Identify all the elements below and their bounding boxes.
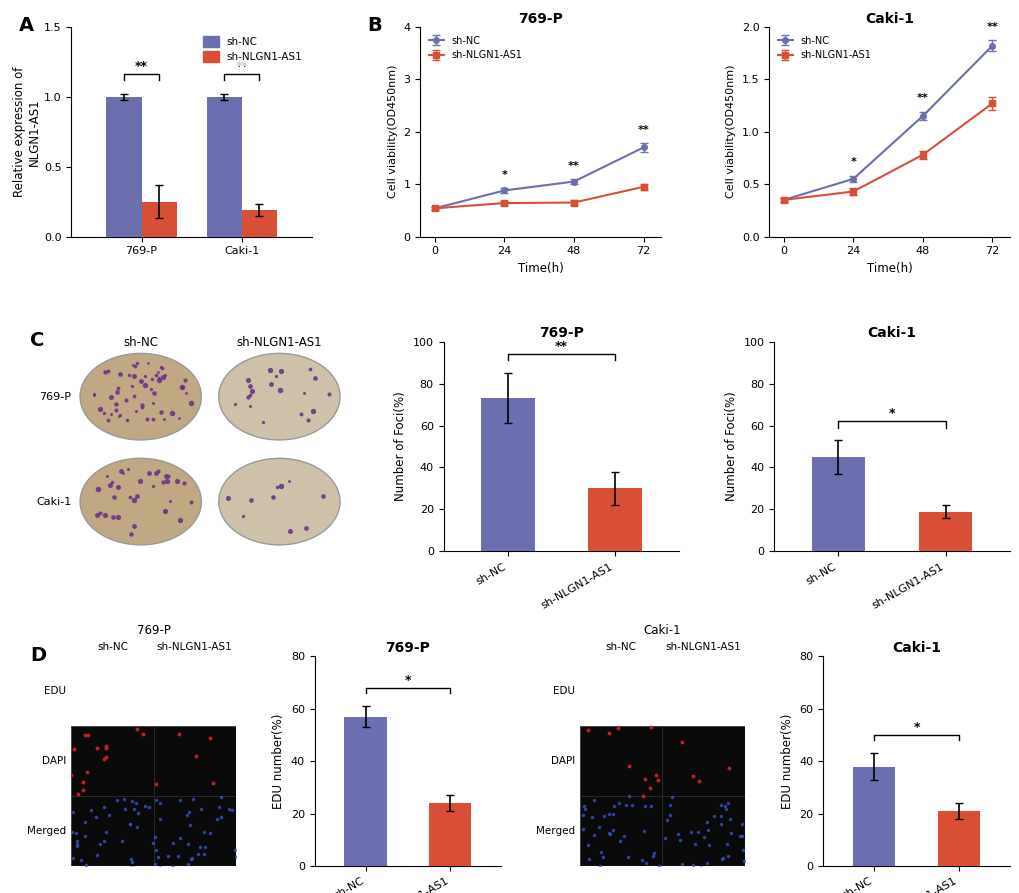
Title: Caki-1: Caki-1 xyxy=(866,327,915,340)
Bar xyxy=(588,488,641,551)
Bar xyxy=(936,811,979,866)
Bar xyxy=(580,726,661,797)
Y-axis label: EDU number(%): EDU number(%) xyxy=(781,714,793,809)
Text: *: * xyxy=(501,170,506,180)
Y-axis label: EDU number(%): EDU number(%) xyxy=(272,714,285,809)
Text: **: ** xyxy=(235,60,248,73)
Text: C: C xyxy=(30,331,44,350)
Y-axis label: Number of Foci(%): Number of Foci(%) xyxy=(394,392,407,501)
Text: *: * xyxy=(888,407,895,421)
Text: *: * xyxy=(850,157,855,167)
Bar xyxy=(142,202,176,237)
Bar xyxy=(154,866,235,893)
Bar xyxy=(661,866,744,893)
X-axis label: Time(h): Time(h) xyxy=(518,262,562,275)
Text: sh-NC: sh-NC xyxy=(605,642,636,652)
Bar xyxy=(918,512,971,551)
Legend: sh-NC, sh-NLGN1-AS1: sh-NC, sh-NLGN1-AS1 xyxy=(773,31,874,64)
Text: DAPI: DAPI xyxy=(42,756,66,766)
Text: **: ** xyxy=(637,125,649,135)
Ellipse shape xyxy=(79,458,201,545)
Text: sh-NLGN1-AS1: sh-NLGN1-AS1 xyxy=(157,642,232,652)
Ellipse shape xyxy=(218,458,339,545)
Text: sh-NLGN1-AS1: sh-NLGN1-AS1 xyxy=(664,642,741,652)
Bar xyxy=(811,457,864,551)
Text: EDU: EDU xyxy=(45,687,66,697)
Text: sh-NLGN1-AS1: sh-NLGN1-AS1 xyxy=(236,337,322,349)
Text: B: B xyxy=(367,16,382,36)
X-axis label: Time(h): Time(h) xyxy=(866,262,911,275)
Title: 769-P: 769-P xyxy=(538,327,583,340)
Text: **: ** xyxy=(985,22,998,32)
Bar xyxy=(481,398,534,551)
Legend: sh-NC, sh-NLGN1-AS1: sh-NC, sh-NLGN1-AS1 xyxy=(425,31,526,64)
Legend: sh-NC, sh-NLGN1-AS1: sh-NC, sh-NLGN1-AS1 xyxy=(199,32,307,66)
Text: **: ** xyxy=(916,94,927,104)
Text: sh-NC: sh-NC xyxy=(123,337,158,349)
Title: 769-P: 769-P xyxy=(518,12,562,26)
Title: Caki-1: Caki-1 xyxy=(892,641,941,655)
Text: 769-P: 769-P xyxy=(40,392,71,402)
Ellipse shape xyxy=(218,354,339,440)
Bar xyxy=(154,797,235,866)
Text: **: ** xyxy=(568,161,579,171)
Bar xyxy=(429,803,471,866)
Bar xyxy=(71,797,154,866)
Text: 769-P: 769-P xyxy=(137,624,170,638)
Text: Merged: Merged xyxy=(28,826,66,836)
Text: **: ** xyxy=(135,60,148,73)
Y-axis label: Cell viability(OD450nm): Cell viability(OD450nm) xyxy=(726,65,736,198)
Text: Caki-1: Caki-1 xyxy=(643,624,681,638)
Text: Merged: Merged xyxy=(535,826,575,836)
Bar xyxy=(71,726,154,797)
Bar xyxy=(580,866,661,893)
Y-axis label: Number of Foci(%): Number of Foci(%) xyxy=(725,392,737,501)
Text: DAPI: DAPI xyxy=(550,756,575,766)
Text: **: ** xyxy=(554,340,568,353)
Bar xyxy=(207,96,242,237)
Ellipse shape xyxy=(79,354,201,440)
Bar xyxy=(580,797,661,866)
Bar xyxy=(852,766,895,866)
Bar xyxy=(242,210,276,237)
Y-axis label: Relative expression of
NLGN1-AS1: Relative expression of NLGN1-AS1 xyxy=(13,67,41,196)
Bar xyxy=(106,96,142,237)
Bar xyxy=(661,726,744,797)
Title: Caki-1: Caki-1 xyxy=(864,12,913,26)
Text: EDU: EDU xyxy=(552,687,575,697)
Text: *: * xyxy=(405,673,411,687)
Bar xyxy=(661,797,744,866)
Text: sh-NC: sh-NC xyxy=(97,642,127,652)
Text: A: A xyxy=(18,16,34,36)
Title: 769-P: 769-P xyxy=(385,641,430,655)
Bar xyxy=(154,726,235,797)
Bar xyxy=(344,717,386,866)
Y-axis label: Cell viability(OD450nm): Cell viability(OD450nm) xyxy=(387,65,397,198)
Text: Caki-1: Caki-1 xyxy=(36,497,71,506)
Text: *: * xyxy=(912,721,919,734)
Text: D: D xyxy=(31,646,47,665)
Bar xyxy=(71,866,154,893)
